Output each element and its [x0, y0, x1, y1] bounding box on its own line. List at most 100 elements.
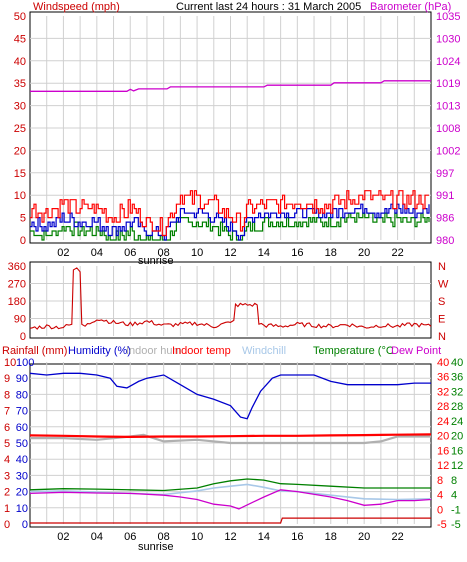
temperature-tick-label: -5	[451, 519, 461, 531]
direction-tick-label: 360	[8, 261, 26, 273]
compass-tick-label: W	[438, 279, 449, 291]
humidity-tick-label: 100	[16, 357, 34, 369]
rainfall-tick-label: 7	[4, 406, 10, 418]
humidity-tick-label: 90	[16, 373, 28, 385]
indoor-temp-tick-label: 20	[437, 431, 449, 443]
windspeed-tick-label: 50	[14, 11, 26, 23]
compass-tick-label: N	[438, 331, 446, 343]
barometer-tick-label: 1013	[436, 101, 460, 113]
indoor-temp-tick-label: 24	[437, 416, 449, 428]
rainfall-tick-label: 3	[4, 470, 10, 482]
chart-title: Current last 24 hours : 31 March 2005	[176, 1, 361, 13]
compass-tick-label: S	[438, 296, 445, 308]
humidity-tick-label: 20	[16, 487, 28, 499]
x-tick-label: 10	[191, 531, 203, 543]
temperature-tick-label: 4	[451, 490, 457, 502]
windspeed-tick-label: 20	[14, 145, 26, 157]
windspeed-tick-label: 40	[14, 56, 26, 68]
x-tick-label: 02	[57, 247, 69, 259]
barometer-tick-label: 1030	[436, 33, 460, 45]
rainfall-series	[30, 517, 431, 524]
temperature-tick-label: 12	[451, 460, 463, 472]
barometer-tick-label: 980	[436, 235, 454, 247]
direction-tick-label: 90	[14, 314, 26, 326]
compass-tick-label: E	[438, 314, 445, 326]
direction-tick-label: 270	[8, 279, 26, 291]
indoor-temp-tick-label: 40	[437, 357, 449, 369]
indoor-temp-tick-label: 12	[437, 460, 449, 472]
direction-tick-label: 0	[20, 331, 26, 343]
x-tick-label: 04	[91, 247, 103, 259]
wind-gust-series	[30, 190, 429, 237]
indoor-temp-tick-label: 8	[437, 475, 443, 487]
x-tick-label: 18	[325, 247, 337, 259]
rainfall-tick-label: 2	[4, 487, 10, 499]
windspeed-tick-label: 30	[14, 101, 26, 113]
x-tick-label: 02	[57, 531, 69, 543]
temperature-tick-label: -1	[451, 504, 461, 516]
humidity-series	[29, 372, 431, 420]
windspeed-tick-label: 45	[14, 33, 26, 45]
rainfall-tick-label: 8	[4, 389, 10, 401]
dew-point-series	[29, 489, 432, 510]
x-tick-label: 06	[124, 247, 136, 259]
humidity-tick-label: 10	[16, 503, 28, 515]
temperature-tick-label: 28	[451, 401, 463, 413]
humidity-label: Humidity (%)	[68, 345, 131, 357]
x-tick-label: 22	[391, 247, 403, 259]
humidity-tick-label: 50	[16, 438, 28, 450]
humidity-tick-label: 80	[16, 389, 28, 401]
rainfall-tick-label: 1	[4, 503, 10, 515]
barometer-tick-label: 1019	[436, 78, 460, 90]
barometer-axis-title: Barometer (hPa)	[370, 1, 451, 13]
barometer-series	[30, 80, 431, 92]
humidity-tick-label: 40	[16, 454, 28, 466]
humidity-tick-label: 30	[16, 470, 28, 482]
barometer-tick-label: 986	[436, 213, 454, 225]
sunrise-label-bottom: sunrise	[138, 541, 173, 553]
x-tick-label: 12	[224, 531, 236, 543]
x-tick-label: 08	[158, 531, 170, 543]
indoor-temp-tick-label: 28	[437, 401, 449, 413]
x-tick-label: 22	[391, 531, 403, 543]
barometer-tick-label: 1008	[436, 123, 460, 135]
x-tick-label: 10	[191, 247, 203, 259]
windspeed-tick-label: 0	[20, 235, 26, 247]
indoor-temp-series	[29, 433, 432, 439]
windspeed-tick-label: 10	[14, 190, 26, 202]
humidity-tick-label: 60	[16, 422, 28, 434]
humidity-tick-label: 0	[22, 519, 28, 531]
barometer-tick-label: 1024	[436, 56, 460, 68]
barometer-tick-label: 1035	[436, 11, 460, 23]
temperature-tick-label: 8	[451, 475, 457, 487]
barometer-tick-label: 1002	[436, 145, 460, 157]
x-tick-label: 08	[158, 247, 170, 259]
rainfall-tick-label: 6	[4, 422, 10, 434]
sunrise-label-top: sunrise	[138, 255, 173, 267]
indoor-temp-tick-label: -5	[437, 519, 447, 531]
rainfall-tick-label: 5	[4, 438, 10, 450]
x-tick-label: 18	[325, 531, 337, 543]
indoor-temp-tick-label: 36	[437, 372, 449, 384]
direction-tick-label: 180	[8, 296, 26, 308]
axis-labels: 02 04 06 08 10 12 14 16 18 20 22051015202530354045…	[4, 11, 463, 543]
temperature-tick-label: 40	[451, 357, 463, 369]
temperature-series	[29, 478, 431, 492]
x-tick-label: 12	[224, 247, 236, 259]
indoor-temp-tick-label: 16	[437, 445, 449, 457]
x-tick-label: 14	[258, 531, 270, 543]
rainfall-tick-label: 4	[4, 454, 10, 466]
indoor-temp-tick-label: 0	[437, 504, 443, 516]
windspeed-axis-title: Windspeed (mph)	[33, 1, 120, 13]
windspeed-tick-label: 15	[14, 168, 26, 180]
barometer-tick-label: 997	[436, 168, 454, 180]
temperature-tick-label: 24	[451, 416, 463, 428]
wind-average-series	[30, 203, 430, 241]
rainfall-tick-label: 0	[4, 519, 10, 531]
windchill-label: Windchill	[242, 345, 286, 357]
temperature-tick-label: 36	[451, 372, 463, 384]
barometer-tick-label: 991	[436, 190, 454, 202]
temperature-tick-label: 16	[451, 445, 463, 457]
wind-low-series	[30, 212, 430, 241]
x-tick-label: 06	[124, 531, 136, 543]
